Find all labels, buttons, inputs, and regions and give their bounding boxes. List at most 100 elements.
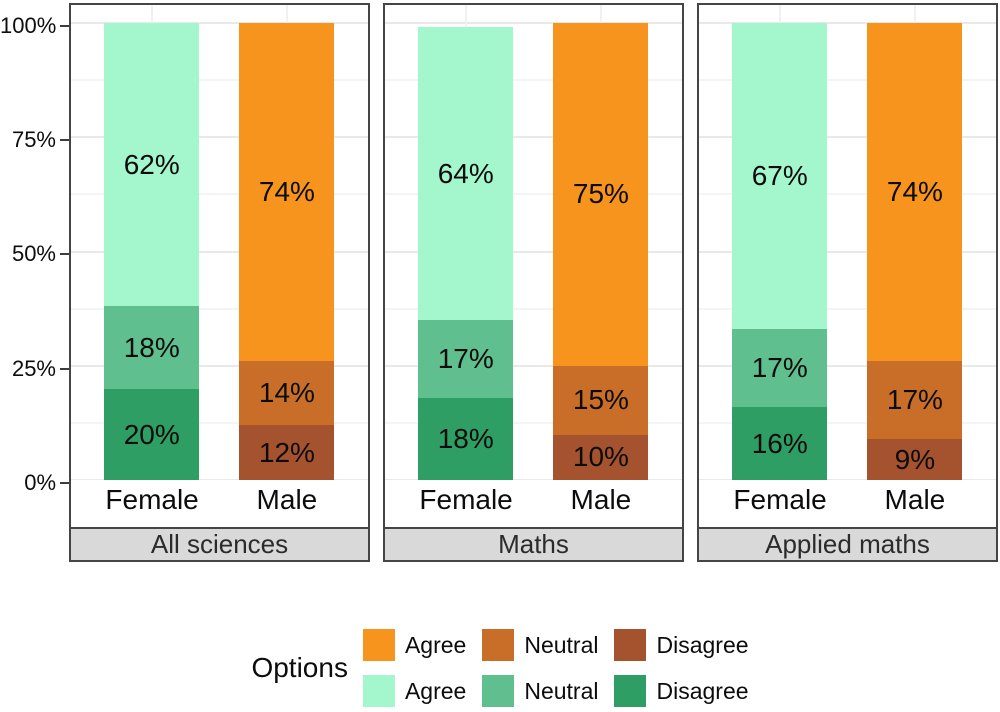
x-axis-labels-applied-maths: Female Male — [699, 480, 996, 527]
y-tick-label-50: 50% — [11, 241, 56, 267]
legend-item-label: Agree — [404, 677, 467, 704]
gridline-minor-37.5 — [71, 307, 368, 310]
gridline-major-100 — [385, 21, 682, 24]
segment-value-label: 9% — [894, 443, 936, 475]
x-category-label-female: Female — [105, 484, 199, 516]
bar-male: 9% 17% 74% — [867, 22, 963, 481]
y-tick-label-0: 0% — [24, 470, 56, 495]
segment-value-label: 74% — [258, 176, 315, 208]
gridline-minor-37.5 — [699, 307, 996, 310]
gridline-minor-62.5 — [699, 193, 996, 196]
gridline-minor-12.5 — [385, 422, 682, 425]
y-tick-label-25: 25% — [11, 355, 56, 381]
legend-item-disagree-row1: Disagree — [614, 629, 749, 661]
legend-swatch-neutral-row2 — [482, 675, 515, 707]
segment-value-label: 64% — [437, 157, 494, 189]
segment-agree-male: 74% — [239, 22, 335, 362]
legend-swatch-disagree-row1 — [614, 629, 647, 661]
legend-item-label: Agree — [404, 631, 467, 658]
segment-agree-female: 62% — [104, 22, 200, 307]
facet-strip-all-sciences: All sciences — [71, 527, 368, 560]
legend-title: Options — [251, 652, 348, 683]
segment-neutral-male: 17% — [867, 361, 963, 440]
gridline-minor-12.5 — [71, 422, 368, 425]
gridline-major-75 — [71, 136, 368, 139]
gridline-minor-37.5 — [385, 307, 682, 310]
segment-value-label: 62% — [123, 148, 180, 180]
x-category-label-female: Female — [419, 484, 513, 516]
plot-area-applied-maths: 16% 17% 67% 9% 17% 74% — [699, 5, 996, 481]
segment-neutral-female: 17% — [732, 329, 828, 408]
gridline-major-50 — [385, 250, 682, 253]
y-tick-mark-0 — [60, 482, 69, 484]
segment-neutral-male: 14% — [239, 361, 335, 426]
legend-item-label: Disagree — [656, 677, 749, 704]
gridline-major-75 — [385, 136, 682, 139]
legend-item-neutral-row2: Neutral — [482, 675, 598, 707]
y-tick-label-100: 100% — [0, 12, 57, 38]
segment-agree-male: 74% — [867, 22, 963, 362]
x-category-label-male: Male — [256, 484, 318, 516]
facet-strip-label: All sciences — [150, 529, 289, 559]
segment-neutral-male: 15% — [553, 365, 649, 435]
gridline-major-25 — [71, 364, 368, 367]
segment-disagree-female: 16% — [732, 407, 828, 481]
facet-panel-applied-maths: 16% 17% 67% 9% 17% 74% Female Male Applied maths — [697, 3, 998, 562]
gridline-minor-87.5 — [71, 78, 368, 81]
segment-value-label: 17% — [886, 384, 943, 416]
gridline-minor-62.5 — [71, 193, 368, 196]
y-tick-mark-100 — [60, 24, 69, 27]
gridline-major-0 — [699, 479, 996, 481]
segment-disagree-male: 10% — [553, 434, 649, 481]
legend-item-disagree-row2: Disagree — [614, 675, 749, 707]
segment-value-label: 12% — [258, 436, 315, 468]
y-tick-mark-75 — [60, 138, 69, 141]
legend-swatch-disagree-row2 — [614, 675, 647, 707]
facet-strip-label: Maths — [498, 529, 569, 559]
segment-value-label: 17% — [751, 352, 808, 384]
gridline-minor-12.5 — [699, 422, 996, 425]
x-category-label-male: Male — [570, 484, 632, 516]
plot-area-maths: 18% 17% 64% 10% 15% 75% — [385, 5, 682, 481]
bar-female: 16% 17% 67% — [732, 22, 828, 481]
y-tick-mark-50 — [60, 253, 69, 256]
segment-value-label: 14% — [258, 377, 315, 409]
segment-value-label: 16% — [751, 427, 808, 459]
legend-swatch-agree-row1 — [362, 629, 395, 661]
segment-neutral-female: 18% — [104, 306, 200, 389]
x-axis-labels-all-sciences: Female Male — [71, 480, 368, 527]
segment-agree-female: 64% — [418, 27, 514, 321]
facet-panel-all-sciences: 20% 18% 62% 12% 14% 74% Female Male All sciences — [69, 3, 370, 562]
segment-disagree-male: 9% — [867, 439, 963, 481]
facet-strip-label: Applied maths — [765, 529, 930, 559]
gridline-minor-62.5 — [385, 193, 682, 196]
segment-agree-male: 75% — [553, 22, 649, 366]
segment-value-label: 10% — [572, 441, 629, 473]
segment-disagree-male: 12% — [239, 425, 335, 481]
legend-item-label: Disagree — [656, 631, 749, 658]
segment-disagree-female: 18% — [418, 397, 514, 481]
facet-strip-maths: Maths — [385, 527, 682, 560]
segment-agree-female: 67% — [732, 22, 828, 330]
legend-swatch-agree-row2 — [362, 675, 395, 707]
legend-item-agree-row2: Agree — [362, 675, 467, 707]
gridline-major-25 — [385, 364, 682, 367]
facet-panel-maths: 18% 17% 64% 10% 15% 75% Female Male Maths — [383, 3, 684, 562]
segment-value-label: 17% — [437, 343, 494, 375]
segment-value-label: 67% — [751, 160, 808, 192]
segment-value-label: 75% — [572, 178, 629, 210]
gridline-major-0 — [385, 479, 682, 481]
segment-value-label: 15% — [572, 384, 629, 416]
segment-value-label: 74% — [886, 176, 943, 208]
legend-item-label: Neutral — [524, 631, 599, 658]
x-category-label-male: Male — [884, 484, 946, 516]
legend-item-agree-row1: Agree — [362, 629, 467, 661]
bar-male: 12% 14% 74% — [239, 22, 335, 481]
gridline-major-50 — [699, 250, 996, 253]
gridline-major-0 — [71, 479, 368, 481]
gridline-major-25 — [699, 364, 996, 367]
segment-value-label: 20% — [123, 418, 180, 450]
x-category-label-female: Female — [733, 484, 827, 516]
segment-neutral-female: 17% — [418, 320, 514, 398]
